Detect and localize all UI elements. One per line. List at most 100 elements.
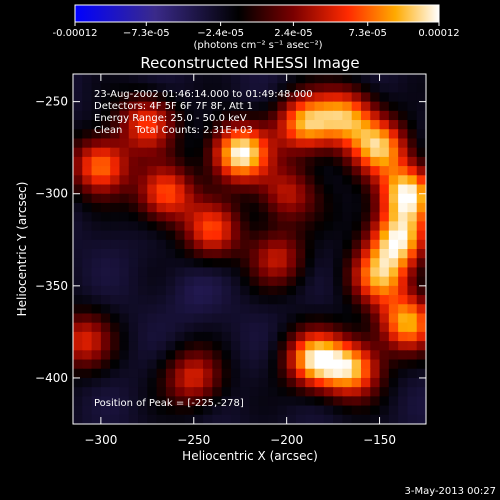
heatmap-cell <box>110 341 121 351</box>
heatmap-cell <box>175 359 186 370</box>
heatmap-cell <box>82 304 93 315</box>
heatmap-cell <box>277 313 288 324</box>
heatmap-cell <box>295 202 306 213</box>
heatmap-cell <box>268 101 278 112</box>
heatmap-cell <box>138 202 148 213</box>
heatmap-cell <box>333 221 343 232</box>
heatmap-cell <box>193 377 204 388</box>
heatmap-cell <box>388 156 399 167</box>
heatmap-cell <box>82 341 93 351</box>
heatmap-cell <box>249 387 260 397</box>
heatmap-cell <box>119 396 130 407</box>
heatmap-image <box>73 74 426 424</box>
heatmap-cell <box>165 331 176 342</box>
heatmap-cell <box>138 322 148 333</box>
heatmap-cell <box>379 350 390 361</box>
heatmap-cell <box>360 341 371 351</box>
heatmap-cell <box>323 368 334 379</box>
heatmap-cell <box>398 193 409 204</box>
heatmap-cell <box>314 138 325 149</box>
heatmap-cell <box>416 295 426 305</box>
heatmap-cell <box>73 267 83 278</box>
heatmap-cell <box>268 212 278 222</box>
heatmap-cell <box>193 147 204 158</box>
heatmap-cell <box>398 212 409 222</box>
heatmap-cell <box>175 396 186 407</box>
heatmap-cell <box>370 258 381 269</box>
heatmap-cell <box>407 193 418 204</box>
heatmap-cell <box>342 341 353 351</box>
heatmap-cell <box>351 414 362 424</box>
heatmap-cell <box>416 313 426 324</box>
heatmap-cell <box>249 295 260 305</box>
heatmap-cell <box>351 267 362 278</box>
heatmap-cell <box>147 414 158 424</box>
heatmap-cell <box>138 74 148 84</box>
heatmap-cell <box>100 267 111 278</box>
heatmap-cell <box>333 147 343 158</box>
heatmap-cell <box>91 230 102 241</box>
heatmap-cell <box>314 230 325 241</box>
heatmap-cell <box>147 304 158 315</box>
x-tick-label: −300 <box>84 433 117 447</box>
heatmap-cell <box>360 377 371 388</box>
heatmap-cell <box>240 202 251 213</box>
heatmap-cell <box>379 166 390 176</box>
heatmap-cell <box>100 368 111 379</box>
heatmap-cell <box>73 193 83 204</box>
heatmap-cell <box>128 267 139 278</box>
heatmap-cell <box>147 359 158 370</box>
heatmap-cell <box>323 184 334 195</box>
heatmap-cell <box>147 184 158 195</box>
heatmap-cell <box>360 156 371 167</box>
heatmap-cell <box>342 322 353 333</box>
heatmap-cell <box>156 249 167 259</box>
heatmap-cell <box>370 147 381 158</box>
heatmap-cell <box>323 396 334 407</box>
heatmap-cell <box>119 359 130 370</box>
heatmap-cell <box>370 295 381 305</box>
heatmap-cell <box>379 74 390 84</box>
heatmap-cell <box>100 110 111 121</box>
heatmap-cell <box>323 304 334 315</box>
heatmap-cell <box>156 202 167 213</box>
heatmap-cell <box>342 350 353 361</box>
heatmap-cell <box>416 202 426 213</box>
heatmap-cell <box>119 166 130 176</box>
heatmap-cell <box>73 322 83 333</box>
heatmap-cell <box>230 387 241 397</box>
heatmap-cell <box>268 387 278 397</box>
heatmap-cell <box>184 396 195 407</box>
heatmap-cell <box>342 156 353 167</box>
heatmap-cell <box>240 212 251 222</box>
heatmap-cell <box>128 74 139 84</box>
heatmap-cell <box>119 239 130 250</box>
heatmap-cell <box>416 396 426 407</box>
heatmap-cell <box>351 92 362 103</box>
heatmap-cell <box>360 239 371 250</box>
heatmap-cell <box>110 368 121 379</box>
heatmap-cell <box>221 138 232 149</box>
heatmap-cell <box>314 285 325 296</box>
heatmap-cell <box>277 350 288 361</box>
heatmap-cell <box>175 239 186 250</box>
heatmap-cell <box>333 387 343 397</box>
heatmap-cell <box>314 166 325 176</box>
heatmap-cell <box>212 322 223 333</box>
heatmap-cell <box>119 83 130 94</box>
heatmap-cell <box>277 147 288 158</box>
heatmap-cell <box>370 249 381 259</box>
heatmap-cell <box>212 267 223 278</box>
heatmap-cell <box>360 414 371 424</box>
heatmap-cell <box>156 166 167 176</box>
heatmap-cell <box>258 258 269 269</box>
heatmap-cell <box>128 258 139 269</box>
heatmap-cell <box>323 74 334 84</box>
heatmap-cell <box>333 331 343 342</box>
heatmap-cell <box>119 156 130 167</box>
heatmap-cell <box>342 331 353 342</box>
heatmap-cell <box>128 147 139 158</box>
heatmap-cell <box>184 101 195 112</box>
heatmap-cell <box>314 92 325 103</box>
heatmap-cell <box>286 193 297 204</box>
